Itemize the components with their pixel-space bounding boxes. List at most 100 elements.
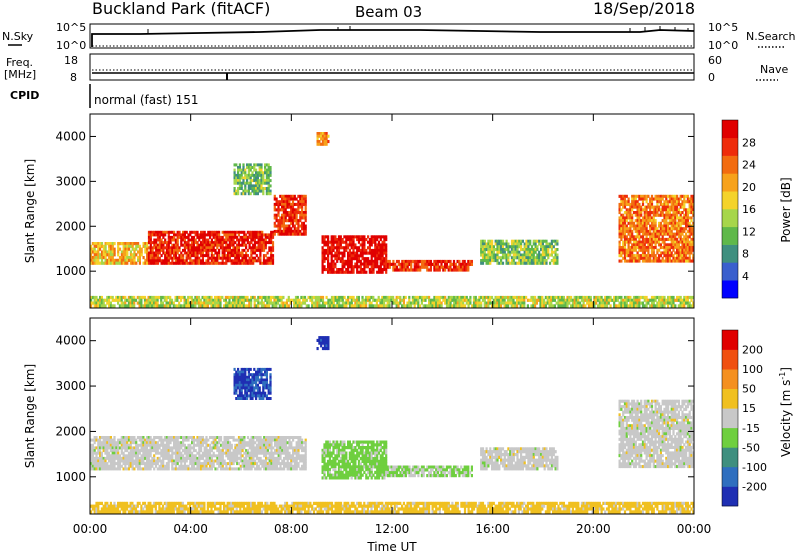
power-colorbar-cell bbox=[722, 262, 738, 281]
power-region-0 bbox=[90, 242, 149, 265]
power-colorbar-frame bbox=[721, 119, 739, 299]
velocity-colorbar-tick: 50 bbox=[742, 383, 756, 396]
power-colorbar-tick: 28 bbox=[742, 136, 756, 149]
freq-tick-high: 18 bbox=[64, 54, 78, 67]
velocity-colorbar-cell bbox=[722, 369, 738, 389]
power-ytick-label: 3000 bbox=[55, 174, 86, 188]
velocity-region-3 bbox=[480, 447, 559, 471]
power-colorbar-cell bbox=[722, 120, 738, 139]
velocity-colorbar-tick: -50 bbox=[742, 441, 760, 454]
power-colorbar-cell bbox=[722, 280, 738, 299]
power-colorbar: 28 24 20 16 12 8 4 bbox=[721, 119, 756, 299]
velocity-colorbar-cell bbox=[722, 388, 738, 409]
power-colorbar-tick: 16 bbox=[742, 203, 756, 216]
nave-tick-high: 60 bbox=[708, 54, 722, 67]
velocity-colorbar-cell bbox=[722, 330, 738, 350]
velocity-region-2 bbox=[387, 465, 473, 478]
velocity-data-layer bbox=[90, 336, 695, 514]
velocity-colorbar-label: Velocity [m s-1] bbox=[778, 367, 793, 457]
power-ylabel: Slant Range [km] bbox=[23, 159, 37, 263]
xtick-label: 04:00 bbox=[173, 522, 208, 536]
velocity-region-0 bbox=[90, 436, 307, 471]
power-ytick-label: 1000 bbox=[55, 264, 86, 278]
velocity-region-5 bbox=[316, 336, 330, 351]
velocity-colorbar-cell bbox=[722, 349, 738, 370]
velocity-colorbar-tick: -100 bbox=[742, 461, 767, 474]
power-colorbar-tick: 24 bbox=[742, 159, 756, 172]
power-ytick-label: 2000 bbox=[55, 219, 86, 233]
xtick-label: 12:00 bbox=[375, 522, 410, 536]
time-axis-ticks: 00:00 04:00 08:00 12:00 16:00 20:00 00:00 bbox=[73, 114, 712, 536]
time-axis-label: Time UT bbox=[366, 540, 417, 554]
velocity-colorbar-cell bbox=[722, 427, 738, 448]
xtick-label: 00:00 bbox=[677, 522, 712, 536]
nave-tick-low: 0 bbox=[708, 71, 715, 84]
power-region-7 bbox=[316, 132, 330, 146]
power-region-3 bbox=[321, 235, 388, 274]
freq-label-1: Freq. bbox=[6, 56, 33, 69]
cpid-label: CPID bbox=[10, 89, 39, 102]
velocity-ytick-label: 1000 bbox=[55, 470, 86, 484]
power-colorbar-cell bbox=[722, 191, 738, 210]
xtick-label: 16:00 bbox=[475, 522, 510, 536]
power-region-4 bbox=[387, 259, 473, 272]
power-region-9 bbox=[90, 295, 695, 308]
power-ytick-label: 4000 bbox=[55, 129, 86, 143]
power-region-8 bbox=[233, 163, 272, 196]
velocity-colorbar: 200 100 50 15 -15 -50 -100 -200 bbox=[721, 329, 767, 507]
noise-sky-line bbox=[91, 29, 695, 47]
freq-tick-low: 8 bbox=[70, 71, 77, 84]
power-data-layer bbox=[90, 132, 695, 308]
power-panel-frame bbox=[89, 113, 695, 309]
velocity-colorbar-cell bbox=[722, 408, 738, 429]
noise-right-tick-low: 10^0 bbox=[708, 39, 738, 52]
power-region-6 bbox=[618, 194, 695, 263]
noise-panel-frame bbox=[89, 23, 695, 49]
power-colorbar-tick: 4 bbox=[742, 270, 749, 283]
beam-title: Beam 03 bbox=[355, 3, 422, 21]
noise-right-tick-high: 10^5 bbox=[708, 21, 738, 34]
xtick-label: 20:00 bbox=[576, 522, 611, 536]
power-yticks: 4000 3000 2000 1000 bbox=[55, 129, 694, 278]
noise-left-tick-high: 10^5 bbox=[56, 21, 86, 34]
power-colorbar-cell bbox=[722, 155, 738, 174]
velocity-colorbar-tick: 15 bbox=[742, 402, 756, 415]
power-colorbar-tick: 8 bbox=[742, 248, 749, 261]
velocity-yticks: 4000 3000 2000 1000 bbox=[55, 334, 694, 484]
velocity-colorbar-tick: -15 bbox=[742, 422, 760, 435]
velocity-colorbar-cell bbox=[722, 466, 738, 487]
freq-panel-frame bbox=[89, 53, 695, 81]
power-region-1 bbox=[147, 230, 275, 265]
power-region-2 bbox=[273, 194, 307, 236]
power-colorbar-label: Power [dB] bbox=[779, 177, 793, 242]
noise-right-label: N.Search bbox=[746, 30, 796, 43]
velocity-colorbar-tick: 200 bbox=[742, 344, 763, 357]
velocity-colorbar-frame bbox=[721, 329, 739, 507]
velocity-colorbar-tick: -200 bbox=[742, 480, 767, 493]
velocity-region-4 bbox=[618, 399, 695, 469]
velocity-panel-frame bbox=[89, 317, 695, 515]
noise-left-label: N.Sky bbox=[2, 30, 34, 43]
velocity-ytick-label: 3000 bbox=[55, 379, 86, 393]
freq-label-2: [MHz] bbox=[4, 68, 36, 81]
noise-spikes bbox=[147, 26, 689, 34]
nave-label: Nave bbox=[760, 63, 788, 76]
velocity-ytick-label: 4000 bbox=[55, 334, 86, 348]
power-colorbar-cell bbox=[722, 137, 738, 156]
velocity-colorbar-tick: 100 bbox=[742, 363, 763, 376]
velocity-region-7 bbox=[90, 501, 695, 514]
date-title: 18/Sep/2018 bbox=[593, 0, 695, 18]
velocity-ytick-label: 2000 bbox=[55, 424, 86, 438]
xtick-label: 00:00 bbox=[73, 522, 108, 536]
power-colorbar-cell bbox=[722, 244, 738, 263]
power-colorbar-cell bbox=[722, 173, 738, 192]
power-region-5 bbox=[480, 239, 559, 265]
velocity-ylabel: Slant Range [km] bbox=[23, 364, 37, 468]
velocity-region-1 bbox=[321, 440, 388, 480]
power-colorbar-tick: 20 bbox=[742, 181, 756, 194]
power-colorbar-cell bbox=[722, 226, 738, 245]
power-colorbar-tick: 12 bbox=[742, 225, 756, 238]
xtick-label: 08:00 bbox=[274, 522, 309, 536]
cpid-mode: normal (fast) 151 bbox=[94, 93, 198, 107]
